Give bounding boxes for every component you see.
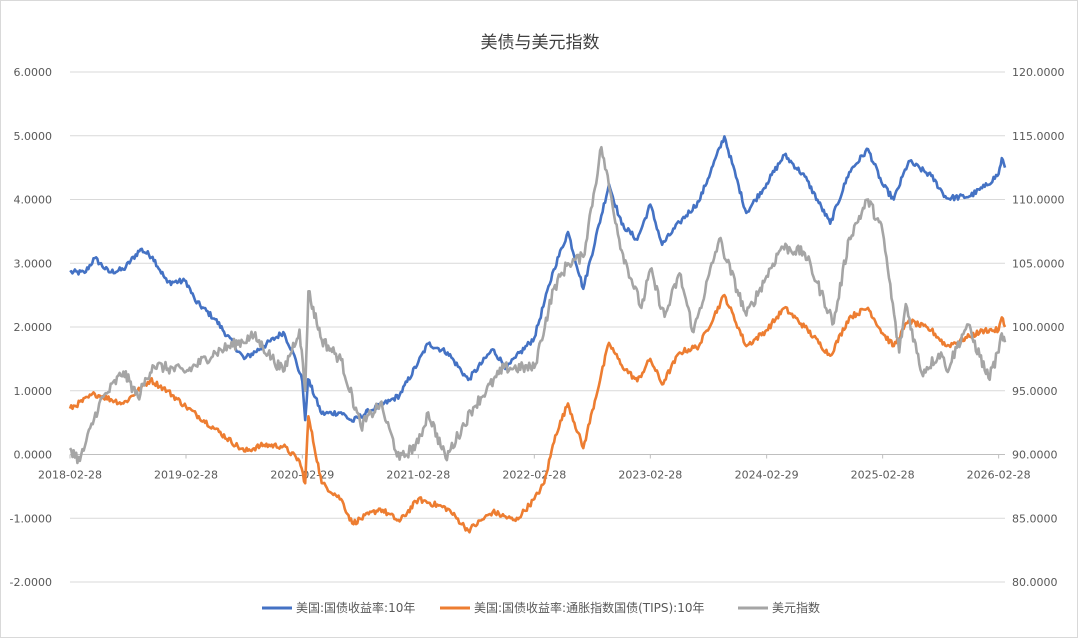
legend-label: 美国:国债收益率:10年	[296, 600, 415, 615]
legend-label: 美元指数	[772, 600, 820, 615]
right-axis-tick-label: 95.0000	[1012, 385, 1058, 398]
us-10y-yield-line	[69, 135, 1007, 423]
right-axis-tick-label: 80.0000	[1012, 576, 1058, 589]
gridlines	[70, 71, 1005, 583]
legend: 美国:国债收益率:10年 美国:国债收益率:通胀指数国债(TIPS):10年 美元指…	[262, 600, 820, 615]
us-10y-tips-yield-line	[68, 293, 1007, 534]
right-axis-tick-label: 85.0000	[1012, 512, 1058, 525]
left-axis-tick-label: 1.0000	[14, 385, 53, 398]
right-axis-tick-label: 100.0000	[1012, 321, 1065, 334]
x-axis-tick-label: 2019-02-28	[154, 469, 218, 482]
left-axis-tick-label: 4.0000	[14, 194, 53, 207]
x-axis-ticks: 2018-02-28 2019-02-28 2020-02-29 2021-02-28…	[38, 454, 1031, 482]
right-axis-tick-label: 105.0000	[1012, 257, 1065, 270]
left-axis-tick-label: 3.0000	[14, 257, 53, 270]
right-axis-tick-label: 110.0000	[1012, 194, 1065, 207]
chart-title: 美债与美元指数	[481, 33, 600, 53]
left-axis-ticks: -2.0000 -1.0000 0.0000 1.0000 2.0000 3.0000 4.…	[10, 66, 52, 589]
left-axis-tick-label: -2.0000	[10, 576, 52, 589]
x-axis-tick-label: 2022-02-28	[502, 469, 566, 482]
x-axis-tick-label: 2018-02-28	[38, 469, 102, 482]
x-axis-tick-label: 2025-02-28	[851, 469, 915, 482]
left-axis-tick-label: 6.0000	[14, 66, 53, 79]
x-axis-tick-label: 2021-02-28	[386, 469, 450, 482]
left-axis-tick-label: -1.0000	[10, 512, 52, 525]
right-axis-ticks: 80.0000 85.0000 90.0000 95.0000 100.0000 105.…	[1012, 66, 1065, 589]
left-axis-tick-label: 2.0000	[14, 321, 53, 334]
left-axis-tick-label: 5.0000	[14, 130, 53, 143]
right-axis-tick-label: 115.0000	[1012, 130, 1065, 143]
right-axis-tick-label: 90.0000	[1012, 449, 1058, 462]
legend-label: 美国:国债收益率:通胀指数国债(TIPS):10年	[474, 600, 705, 615]
x-axis-tick-label: 2023-02-28	[618, 469, 682, 482]
left-axis-tick-label: 0.0000	[14, 449, 53, 462]
x-axis-tick-label: 2024-02-29	[735, 469, 799, 482]
x-axis-tick-label: 2026-02-28	[967, 469, 1031, 482]
right-axis-tick-label: 120.0000	[1012, 66, 1065, 79]
dollar-index-line	[68, 145, 1007, 465]
series-lines	[68, 135, 1007, 534]
